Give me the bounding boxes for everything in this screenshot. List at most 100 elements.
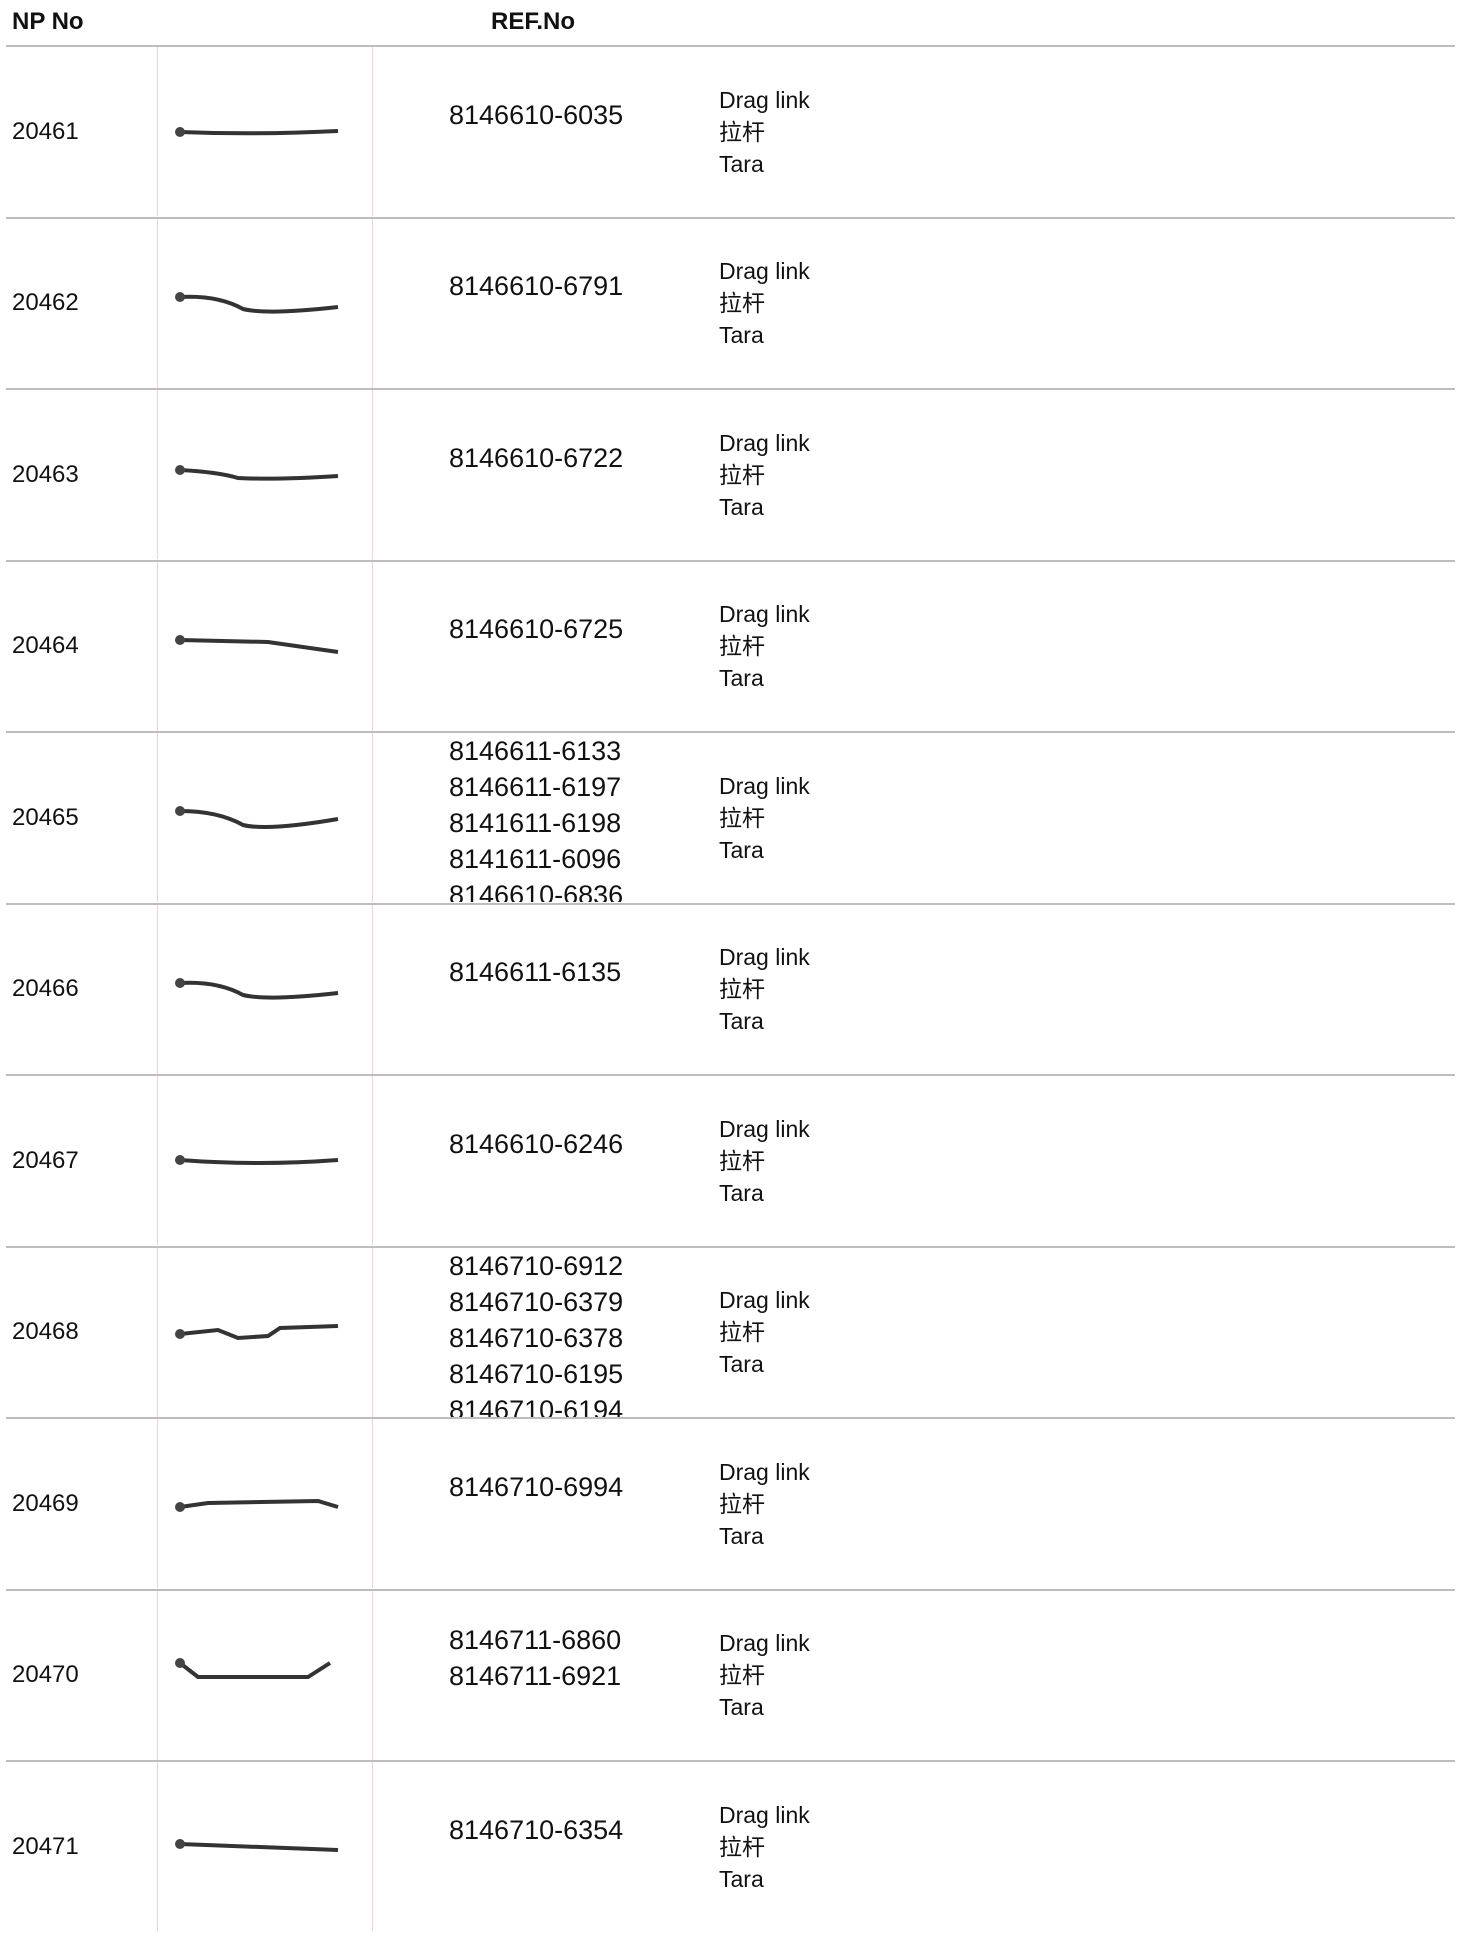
np-number: 20465 — [12, 803, 79, 831]
description: Drag link 拉杆 Tara — [719, 1591, 810, 1760]
ref-number: 8146610-6836 — [449, 880, 624, 902]
description-line: Drag link — [719, 944, 810, 970]
drag-link-icon — [175, 1839, 339, 1852]
ref-number: 8146611-6133 — [449, 736, 622, 766]
description-line: Tara — [719, 322, 764, 348]
description-line: 拉杆 — [719, 633, 765, 659]
ref-list: 8146610-6035 — [449, 47, 623, 216]
description-line: 拉杆 — [719, 976, 765, 1002]
description-line: Drag link — [719, 601, 810, 627]
description-line: 拉杆 — [719, 461, 765, 488]
ref-number: 8146611-6135 — [449, 957, 622, 987]
ref-number: 8146710-6379 — [449, 1286, 624, 1317]
description-line: Drag link — [719, 429, 810, 456]
description-line: 拉杆 — [719, 1319, 765, 1345]
ref-number: 8146710-6194 — [449, 1394, 624, 1417]
description-line: Drag link — [719, 1115, 810, 1142]
description: Drag link 拉杆 Tara — [719, 1076, 810, 1245]
ref-list: 8146611-6135 — [449, 905, 621, 1074]
np-number: 20467 — [12, 1146, 79, 1174]
np-number: 20470 — [12, 1661, 79, 1688]
description-line: Tara — [719, 1865, 764, 1892]
description-line: Tara — [719, 1008, 764, 1034]
part-image — [157, 733, 373, 902]
part-image — [157, 47, 373, 216]
drag-link-icon — [175, 806, 339, 829]
drag-link-icon — [175, 1155, 339, 1165]
drag-link-icon — [175, 634, 339, 654]
header-np: NP No — [12, 8, 84, 35]
drag-link-icon — [175, 1323, 339, 1340]
description-line: Tara — [719, 1179, 764, 1206]
np-number: 20461 — [12, 117, 79, 145]
part-image — [157, 1076, 373, 1245]
ref-number: 8146611-6197 — [449, 772, 622, 802]
table-row: 20467 8146610-6246 Drag link 拉杆 Tara — [6, 1074, 1455, 1245]
description-line: Tara — [719, 150, 764, 177]
description-line: 拉杆 — [719, 1490, 765, 1517]
ref-number: 8146610-6725 — [449, 614, 624, 644]
ref-list: 8146710-6994 — [449, 1419, 623, 1588]
description-line: Drag link — [719, 258, 810, 284]
description: Drag link 拉杆 Tara — [719, 562, 810, 731]
ref-number: 8146710-6354 — [449, 1814, 624, 1845]
ref-list: 8146610-6791 — [449, 219, 623, 388]
ref-list: 8146710-6354 — [449, 1762, 623, 1931]
table-row: 20468 8146710-6912 8146710-6379 8146710-637… — [6, 1245, 1455, 1417]
part-image — [157, 218, 373, 388]
table-row: 20465 8146611-6133 8146611-6197 8141611-619… — [6, 731, 1455, 902]
part-image — [157, 1247, 373, 1417]
part-image — [157, 1762, 373, 1931]
description: Drag link 拉杆 Tara — [719, 390, 810, 559]
description-line: Tara — [719, 493, 764, 520]
ref-number: 8141611-6198 — [449, 808, 622, 838]
description-line: 拉杆 — [719, 118, 765, 145]
description-line: 拉杆 — [719, 290, 765, 316]
description-line: Drag link — [719, 1287, 810, 1313]
drag-link-icon — [175, 1498, 339, 1512]
drag-link-icon — [175, 291, 339, 314]
description: Drag link 拉杆 Tara — [719, 1419, 810, 1588]
ref-number: 8146710-6195 — [449, 1358, 624, 1389]
table-row: 20471 8146710-6354 Drag link 拉杆 Tara — [6, 1760, 1455, 1931]
description-line: Drag link — [719, 1458, 810, 1485]
description: Drag link 拉杆 Tara — [719, 1762, 810, 1931]
description: Drag link 拉杆 Tara — [719, 219, 810, 388]
description-line: 拉杆 — [719, 1833, 765, 1860]
drag-link-icon — [175, 127, 339, 137]
description-line: Tara — [719, 1694, 764, 1720]
ref-number: 8146711-6860 — [449, 1625, 622, 1655]
description: Drag link 拉杆 Tara — [719, 1248, 810, 1417]
table-row: 20463 8146610-6722 Drag link 拉杆 Tara — [6, 388, 1455, 559]
ref-number: 8146610-6722 — [449, 442, 624, 473]
description-line: Drag link — [719, 772, 810, 799]
ref-list: 8146710-6912 8146710-6379 8146710-6378 8146… — [449, 1248, 623, 1417]
description-line: Tara — [719, 1522, 764, 1549]
ref-number: 8146610-6246 — [449, 1128, 624, 1159]
description-line: 拉杆 — [719, 1662, 765, 1688]
ref-list: 8146610-6246 — [449, 1076, 623, 1245]
ref-number: 8146710-6378 — [449, 1322, 624, 1353]
np-number: 20462 — [12, 289, 79, 316]
ref-number: 8146710-6912 — [449, 1250, 624, 1281]
part-image — [157, 561, 373, 731]
part-image — [157, 1419, 373, 1588]
description-line: Drag link — [719, 86, 810, 113]
table-row: 20469 8146710-6994 Drag link 拉杆 Tara — [6, 1417, 1455, 1588]
ref-number: 8146710-6994 — [449, 1471, 624, 1502]
ref-list: 8146610-6725 — [449, 562, 623, 731]
description-line: Tara — [719, 665, 764, 691]
ref-number: 8141611-6096 — [449, 844, 622, 874]
drag-link-icon — [175, 1657, 332, 1679]
description: Drag link 拉杆 Tara — [719, 733, 810, 902]
ref-number: 8146610-6791 — [449, 271, 624, 301]
np-number: 20471 — [12, 1832, 79, 1860]
ref-number: 8146711-6921 — [449, 1661, 622, 1691]
ref-list: 8146611-6133 8146611-6197 8141611-6198 8141… — [449, 733, 623, 902]
table-row: 20462 8146610-6791 Drag link 拉杆 Tara — [6, 216, 1455, 388]
header-ref: REF.No — [491, 8, 575, 35]
description-line: 拉杆 — [719, 1147, 765, 1174]
description: Drag link 拉杆 Tara — [719, 905, 810, 1074]
ref-list: 8146610-6722 — [449, 390, 623, 559]
drag-link-icon — [175, 977, 339, 1000]
